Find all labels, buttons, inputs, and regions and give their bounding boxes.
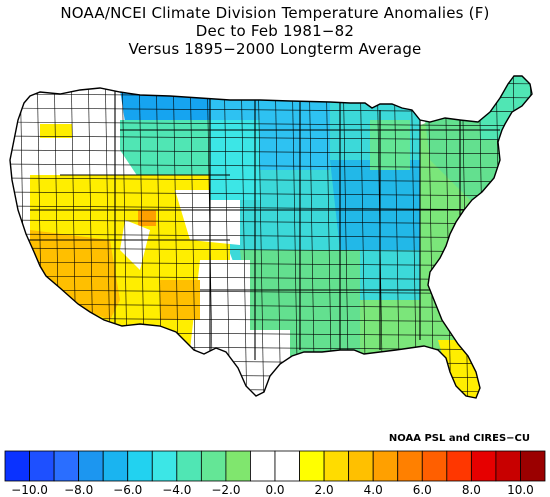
legend-swatch bbox=[250, 450, 276, 482]
legend-swatch bbox=[176, 450, 202, 482]
texas-neutral bbox=[200, 330, 290, 398]
legend-swatch bbox=[151, 450, 178, 482]
new-mexico-orange-fill bbox=[160, 280, 200, 320]
colorado-neutral bbox=[175, 190, 240, 245]
legend-tick-label: −6.0 bbox=[113, 483, 142, 497]
title-line-1: NOAA/NCEI Climate Division Temperature A… bbox=[60, 4, 490, 22]
legend-tick-label: −8.0 bbox=[64, 483, 93, 497]
legend-swatch bbox=[78, 450, 104, 482]
legend-tick-label: 2.0 bbox=[315, 483, 334, 497]
legend-tick-label: 0.0 bbox=[265, 483, 284, 497]
ohio-valley-fill bbox=[330, 160, 420, 250]
legend-swatch bbox=[446, 450, 472, 482]
title-line-3: Versus 1895−2000 Longterm Average bbox=[128, 40, 422, 58]
legend-swatch bbox=[127, 450, 153, 482]
legend-tick-label: −2.0 bbox=[211, 483, 240, 497]
pacific-northwest-neutral bbox=[10, 76, 120, 175]
legend-tick-label: −10.0 bbox=[11, 483, 48, 497]
us-climate-division-map bbox=[9, 75, 533, 399]
legend-swatch bbox=[200, 450, 227, 482]
michigan-fill bbox=[370, 120, 410, 170]
title-line-2: Dec to Feb 1981−82 bbox=[195, 22, 355, 40]
dakotas-fill bbox=[210, 120, 260, 200]
legend-swatch bbox=[102, 450, 129, 482]
legend-swatch bbox=[29, 450, 55, 482]
legend-swatch bbox=[323, 450, 350, 482]
legend-tick-label: 8.0 bbox=[462, 483, 481, 497]
legend-swatch bbox=[299, 450, 325, 482]
legend-swatch bbox=[4, 450, 30, 482]
legend-swatch bbox=[470, 450, 497, 482]
legend-tick-label: 10.0 bbox=[507, 483, 534, 497]
cold-core-fill bbox=[120, 90, 210, 122]
legend-swatch bbox=[495, 450, 521, 482]
legend-swatch bbox=[372, 450, 399, 482]
legend-swatch bbox=[274, 450, 300, 482]
legend-swatch bbox=[520, 450, 546, 482]
southwest-gold-fill bbox=[30, 230, 120, 320]
legend-swatch bbox=[348, 450, 374, 482]
data-credit: NOAA PSL and CIRES−CU bbox=[388, 433, 530, 444]
legend-tick-labels: −10.0 −8.0 −6.0 −4.0 −2.0 0.0 2.0 4.0 6.0 8.0 10.0 bbox=[11, 483, 534, 497]
legend-swatch bbox=[225, 450, 251, 482]
colorado-orange-fill bbox=[138, 210, 156, 226]
legend-swatch bbox=[421, 450, 448, 482]
oregon-yellow-fill bbox=[40, 124, 72, 138]
legend-color-boxes bbox=[4, 450, 546, 482]
legend-tick-label: 6.0 bbox=[413, 483, 432, 497]
legend-swatch bbox=[53, 450, 80, 482]
legend-swatch bbox=[397, 450, 423, 482]
color-scale-legend: −10.0 −8.0 −6.0 −4.0 −2.0 0.0 2.0 4.0 6.0 8.0 10.0 bbox=[4, 450, 546, 497]
legend-tick-label: 4.0 bbox=[364, 483, 383, 497]
legend-tick-label: −4.0 bbox=[162, 483, 191, 497]
